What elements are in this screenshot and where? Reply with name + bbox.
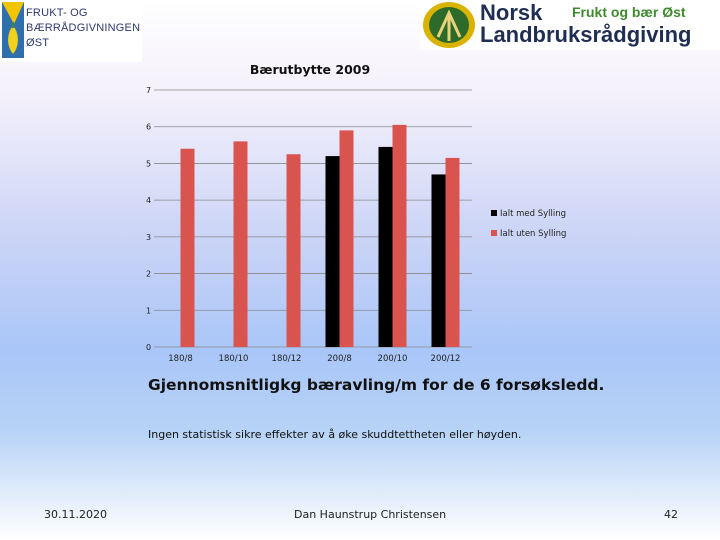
- x-tick-label: 200/12: [431, 354, 461, 364]
- footer-date: 30.11.2020: [44, 508, 107, 521]
- x-tick-label: 180/12: [272, 354, 302, 364]
- y-tick-label: 3: [146, 233, 151, 242]
- brand-frukt-og-baer-ost: Frukt og bær Øst: [572, 4, 686, 20]
- chart-title: Bærutbytte 2009: [250, 62, 370, 77]
- bar-med-sylling: [325, 156, 340, 347]
- logo-frukt-og-baerradgivningen: FRUKT- OG BÆRRÅDGIVNINGEN ØST: [0, 0, 142, 62]
- y-tick-label: 5: [146, 159, 151, 168]
- x-tick-label: 200/8: [327, 354, 352, 364]
- logo-left-text: FRUKT- OG BÆRRÅDGIVNINGEN ØST: [26, 6, 140, 51]
- logo-left-line-2: BÆRRÅDGIVNINGEN: [26, 22, 141, 34]
- bar-uten-sylling: [180, 148, 195, 347]
- legend-label: Ialt uten Sylling: [500, 229, 566, 239]
- wheat-emblem-icon: [423, 2, 475, 48]
- fruit-emblem-icon: [2, 2, 24, 58]
- x-tick-label: 180/8: [168, 354, 193, 364]
- y-tick-label: 1: [146, 306, 151, 315]
- bar-uten-sylling: [392, 124, 407, 347]
- logo-norsk-landbruksradgiving: Norsk Frukt og bær Øst Landbruksrådgivin…: [420, 0, 720, 50]
- brand-norsk: Norsk: [480, 0, 543, 25]
- y-tick-label: 2: [146, 270, 151, 279]
- bar-uten-sylling: [445, 157, 460, 347]
- y-tick-label: 6: [146, 123, 151, 132]
- legend-label: Ialt med Sylling: [500, 209, 566, 219]
- y-tick-label: 7: [146, 86, 151, 95]
- bar-med-sylling: [431, 174, 446, 347]
- bar-uten-sylling: [233, 141, 248, 347]
- legend-swatch: [491, 210, 497, 216]
- bar-med-sylling: [378, 146, 393, 347]
- footer-author: Dan Haunstrup Christensen: [294, 508, 447, 521]
- y-tick-label: 4: [146, 196, 151, 205]
- yield-bar-chart: Bærutbytte 2009 0 1 2 3 4 5 6 7 180/8 180/10 180/12…: [146, 62, 566, 364]
- x-tick-label: 180/10: [219, 354, 249, 364]
- logo-left-line-3: ØST: [26, 37, 50, 49]
- brand-landbruksradgiving: Landbruksrådgiving: [480, 22, 692, 47]
- logo-left-line-1: FRUKT- OG: [26, 7, 88, 19]
- statistics-note: Ingen statistisk sikre effekter av å øke…: [148, 428, 522, 441]
- y-tick-label: 0: [146, 343, 151, 352]
- chart-caption: Gjennomsnitligkg bæravling/m for de 6 fo…: [148, 376, 605, 394]
- page-number: 42: [664, 508, 678, 521]
- legend-swatch: [491, 230, 497, 236]
- x-tick-label: 200/10: [378, 354, 408, 364]
- bar-uten-sylling: [286, 154, 301, 347]
- bar-uten-sylling: [339, 130, 354, 347]
